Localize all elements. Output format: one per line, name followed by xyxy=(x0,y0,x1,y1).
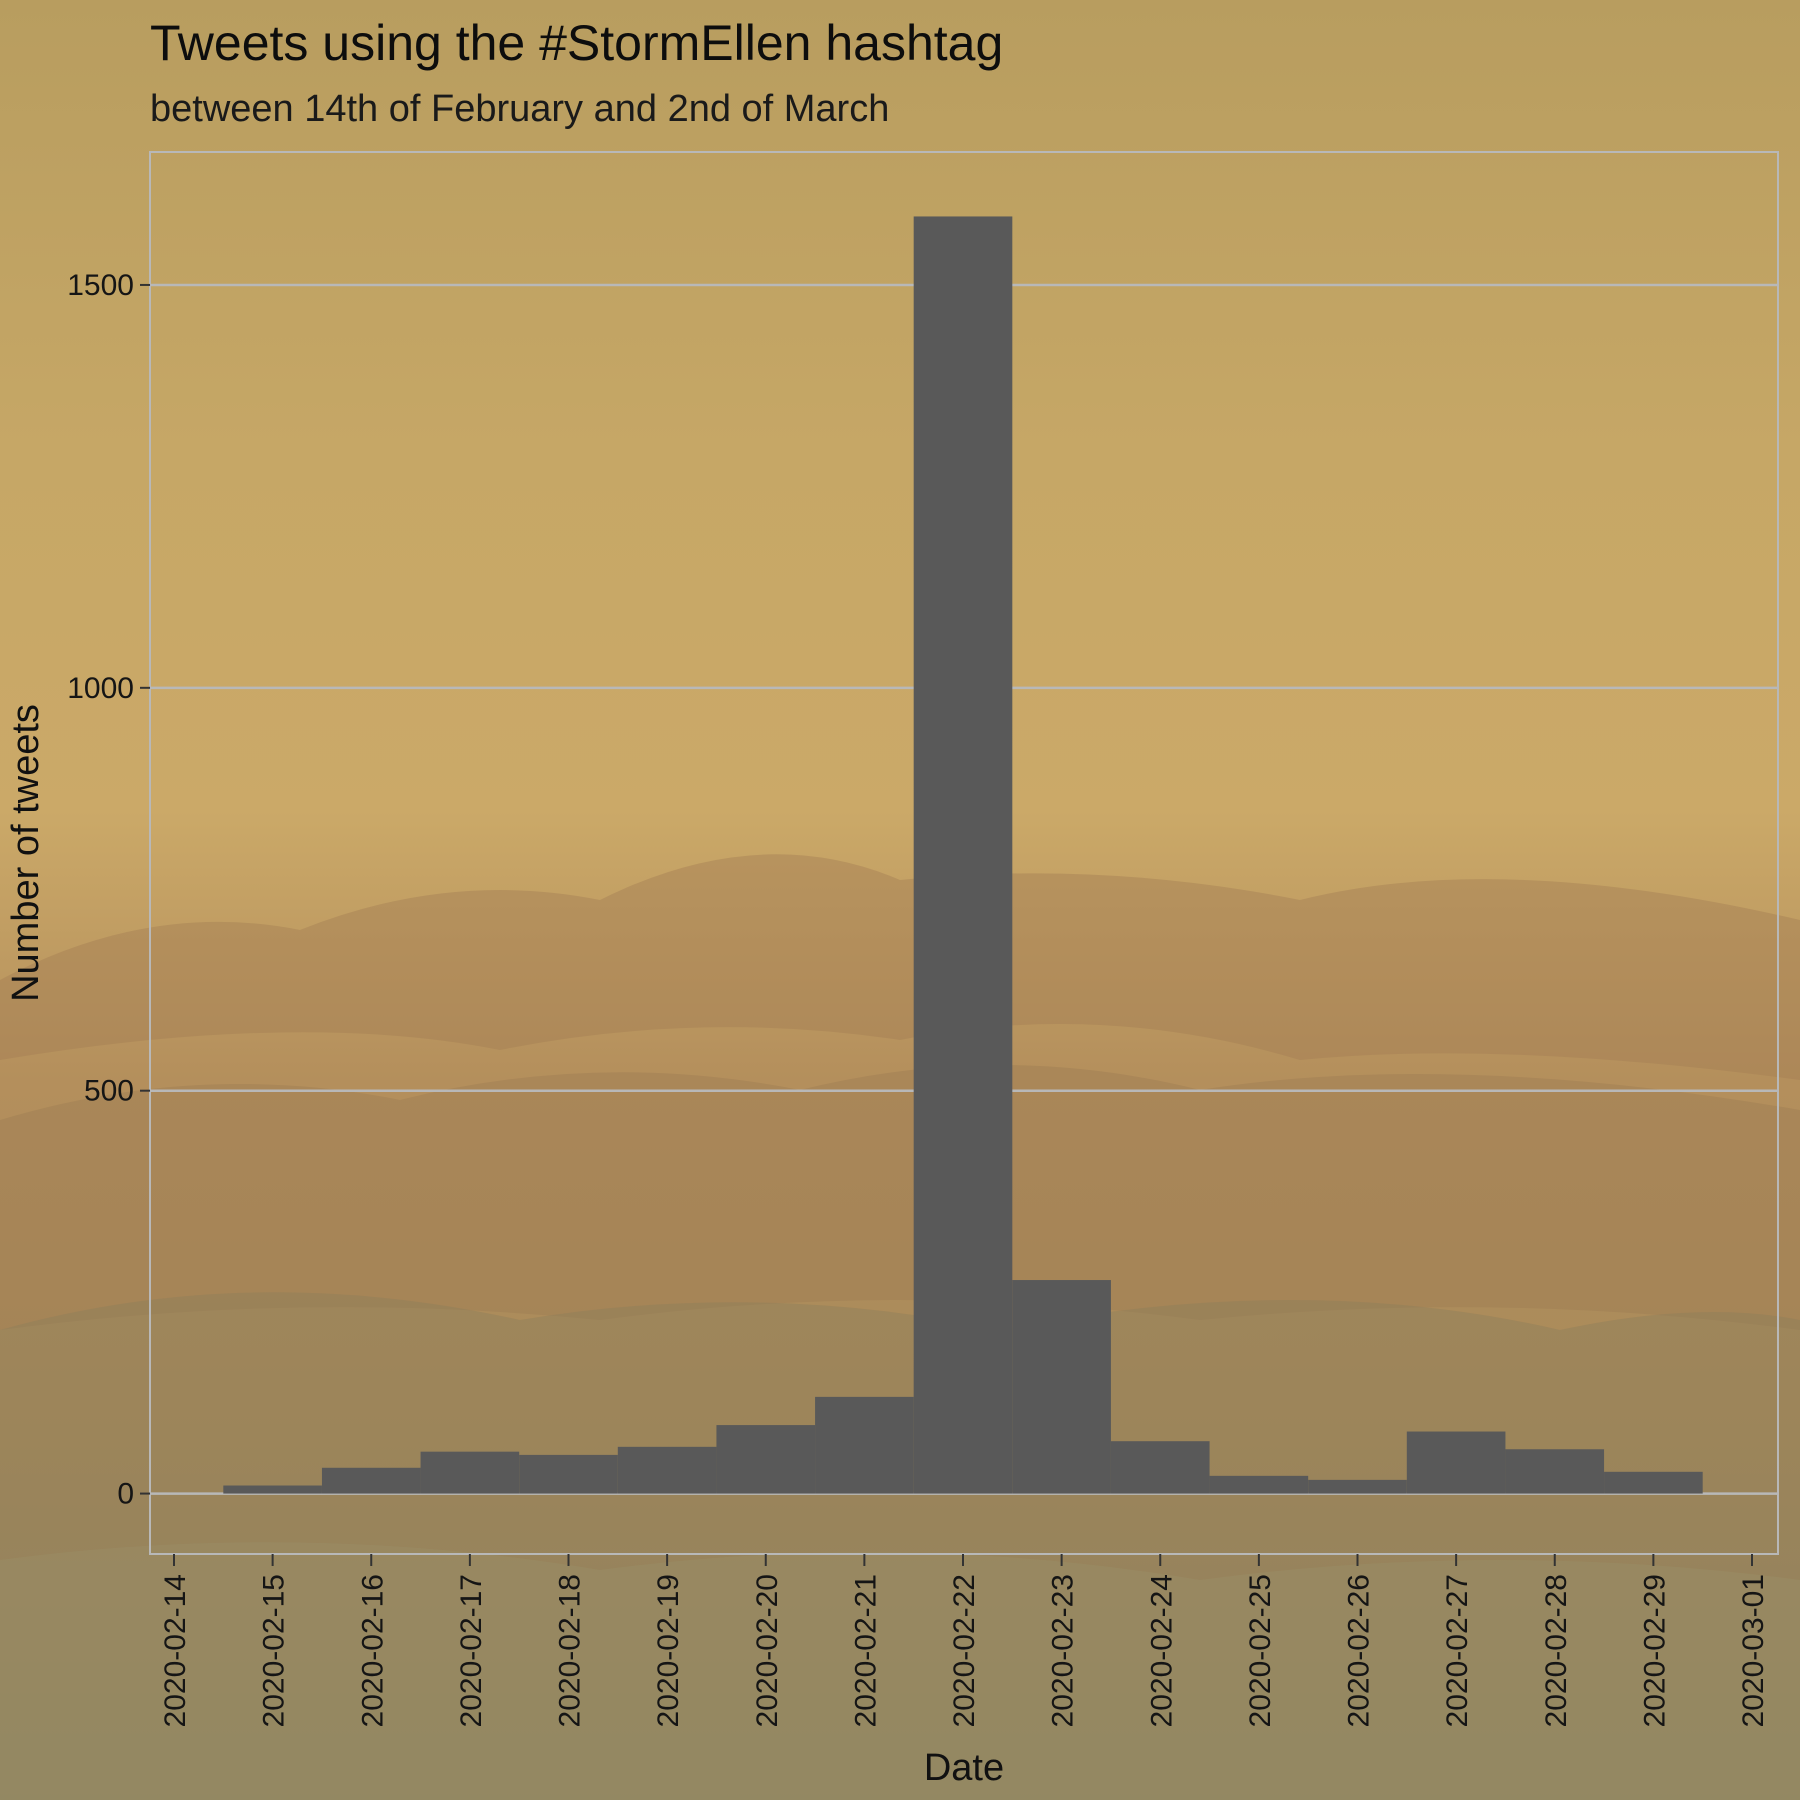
bar-2020-02-17 xyxy=(420,1451,520,1494)
bars xyxy=(223,216,1703,1494)
y-tick-label-0: 0 xyxy=(117,1478,134,1511)
bar-2020-02-26 xyxy=(1308,1479,1407,1494)
chart-title: Tweets using the #StormEllen hashtag xyxy=(150,15,1003,71)
chart-subtitle: between 14th of February and 2nd of Marc… xyxy=(150,88,889,130)
bar-2020-02-18 xyxy=(519,1454,618,1494)
bar-2020-02-19 xyxy=(617,1446,717,1494)
y-axis-title: Number of tweets xyxy=(5,704,47,1002)
bar-2020-02-20 xyxy=(716,1425,816,1494)
x-tick-label-2020-02-20: 2020-02-20 xyxy=(751,1574,784,1727)
x-tick-label-2020-02-15: 2020-02-15 xyxy=(258,1574,291,1727)
x-tick-label-2020-03-01: 2020-03-01 xyxy=(1737,1574,1770,1727)
bar-2020-02-21 xyxy=(815,1396,914,1494)
y-axis: 0 500 1000 1500 xyxy=(67,269,150,1511)
bar-2020-02-27 xyxy=(1406,1431,1506,1494)
x-tick-label-2020-02-24: 2020-02-24 xyxy=(1145,1574,1178,1727)
bar-2020-02-15 xyxy=(223,1485,322,1494)
x-tick-label-2020-02-28: 2020-02-28 xyxy=(1540,1574,1573,1727)
bar-2020-02-25 xyxy=(1209,1475,1309,1494)
x-tick-label-2020-02-22: 2020-02-22 xyxy=(948,1574,981,1727)
bar-2020-02-29 xyxy=(1604,1471,1703,1494)
x-tick-label-2020-02-26: 2020-02-26 xyxy=(1343,1574,1376,1727)
x-tick-label-2020-02-16: 2020-02-16 xyxy=(356,1574,389,1727)
x-tick-label-2020-02-17: 2020-02-17 xyxy=(455,1574,488,1727)
x-tick-label-2020-02-29: 2020-02-29 xyxy=(1638,1574,1671,1727)
x-tick-label-2020-02-18: 2020-02-18 xyxy=(554,1574,587,1727)
x-tick-label-2020-02-23: 2020-02-23 xyxy=(1047,1574,1080,1727)
x-tick-label-2020-02-14: 2020-02-14 xyxy=(159,1574,192,1727)
bar-2020-02-24 xyxy=(1110,1441,1210,1494)
y-tick-label-1000: 1000 xyxy=(67,672,134,705)
x-axis: 2020-02-14 2020-02-15 2020-02-16 2020-02-17… xyxy=(159,1554,1770,1727)
bar-2020-02-16 xyxy=(321,1467,421,1494)
bar-2020-02-23 xyxy=(1012,1280,1111,1494)
bar-2020-02-28 xyxy=(1505,1449,1605,1494)
bar-2020-02-22 xyxy=(913,216,1013,1494)
x-tick-label-2020-02-21: 2020-02-21 xyxy=(849,1574,882,1727)
y-tick-label-500: 500 xyxy=(84,1075,134,1108)
x-tick-label-2020-02-19: 2020-02-19 xyxy=(652,1574,685,1727)
x-axis-title: Date xyxy=(924,1747,1004,1789)
x-tick-label-2020-02-27: 2020-02-27 xyxy=(1441,1574,1474,1727)
x-tick-label-2020-02-25: 2020-02-25 xyxy=(1244,1574,1277,1727)
y-tick-label-1500: 1500 xyxy=(67,269,134,302)
